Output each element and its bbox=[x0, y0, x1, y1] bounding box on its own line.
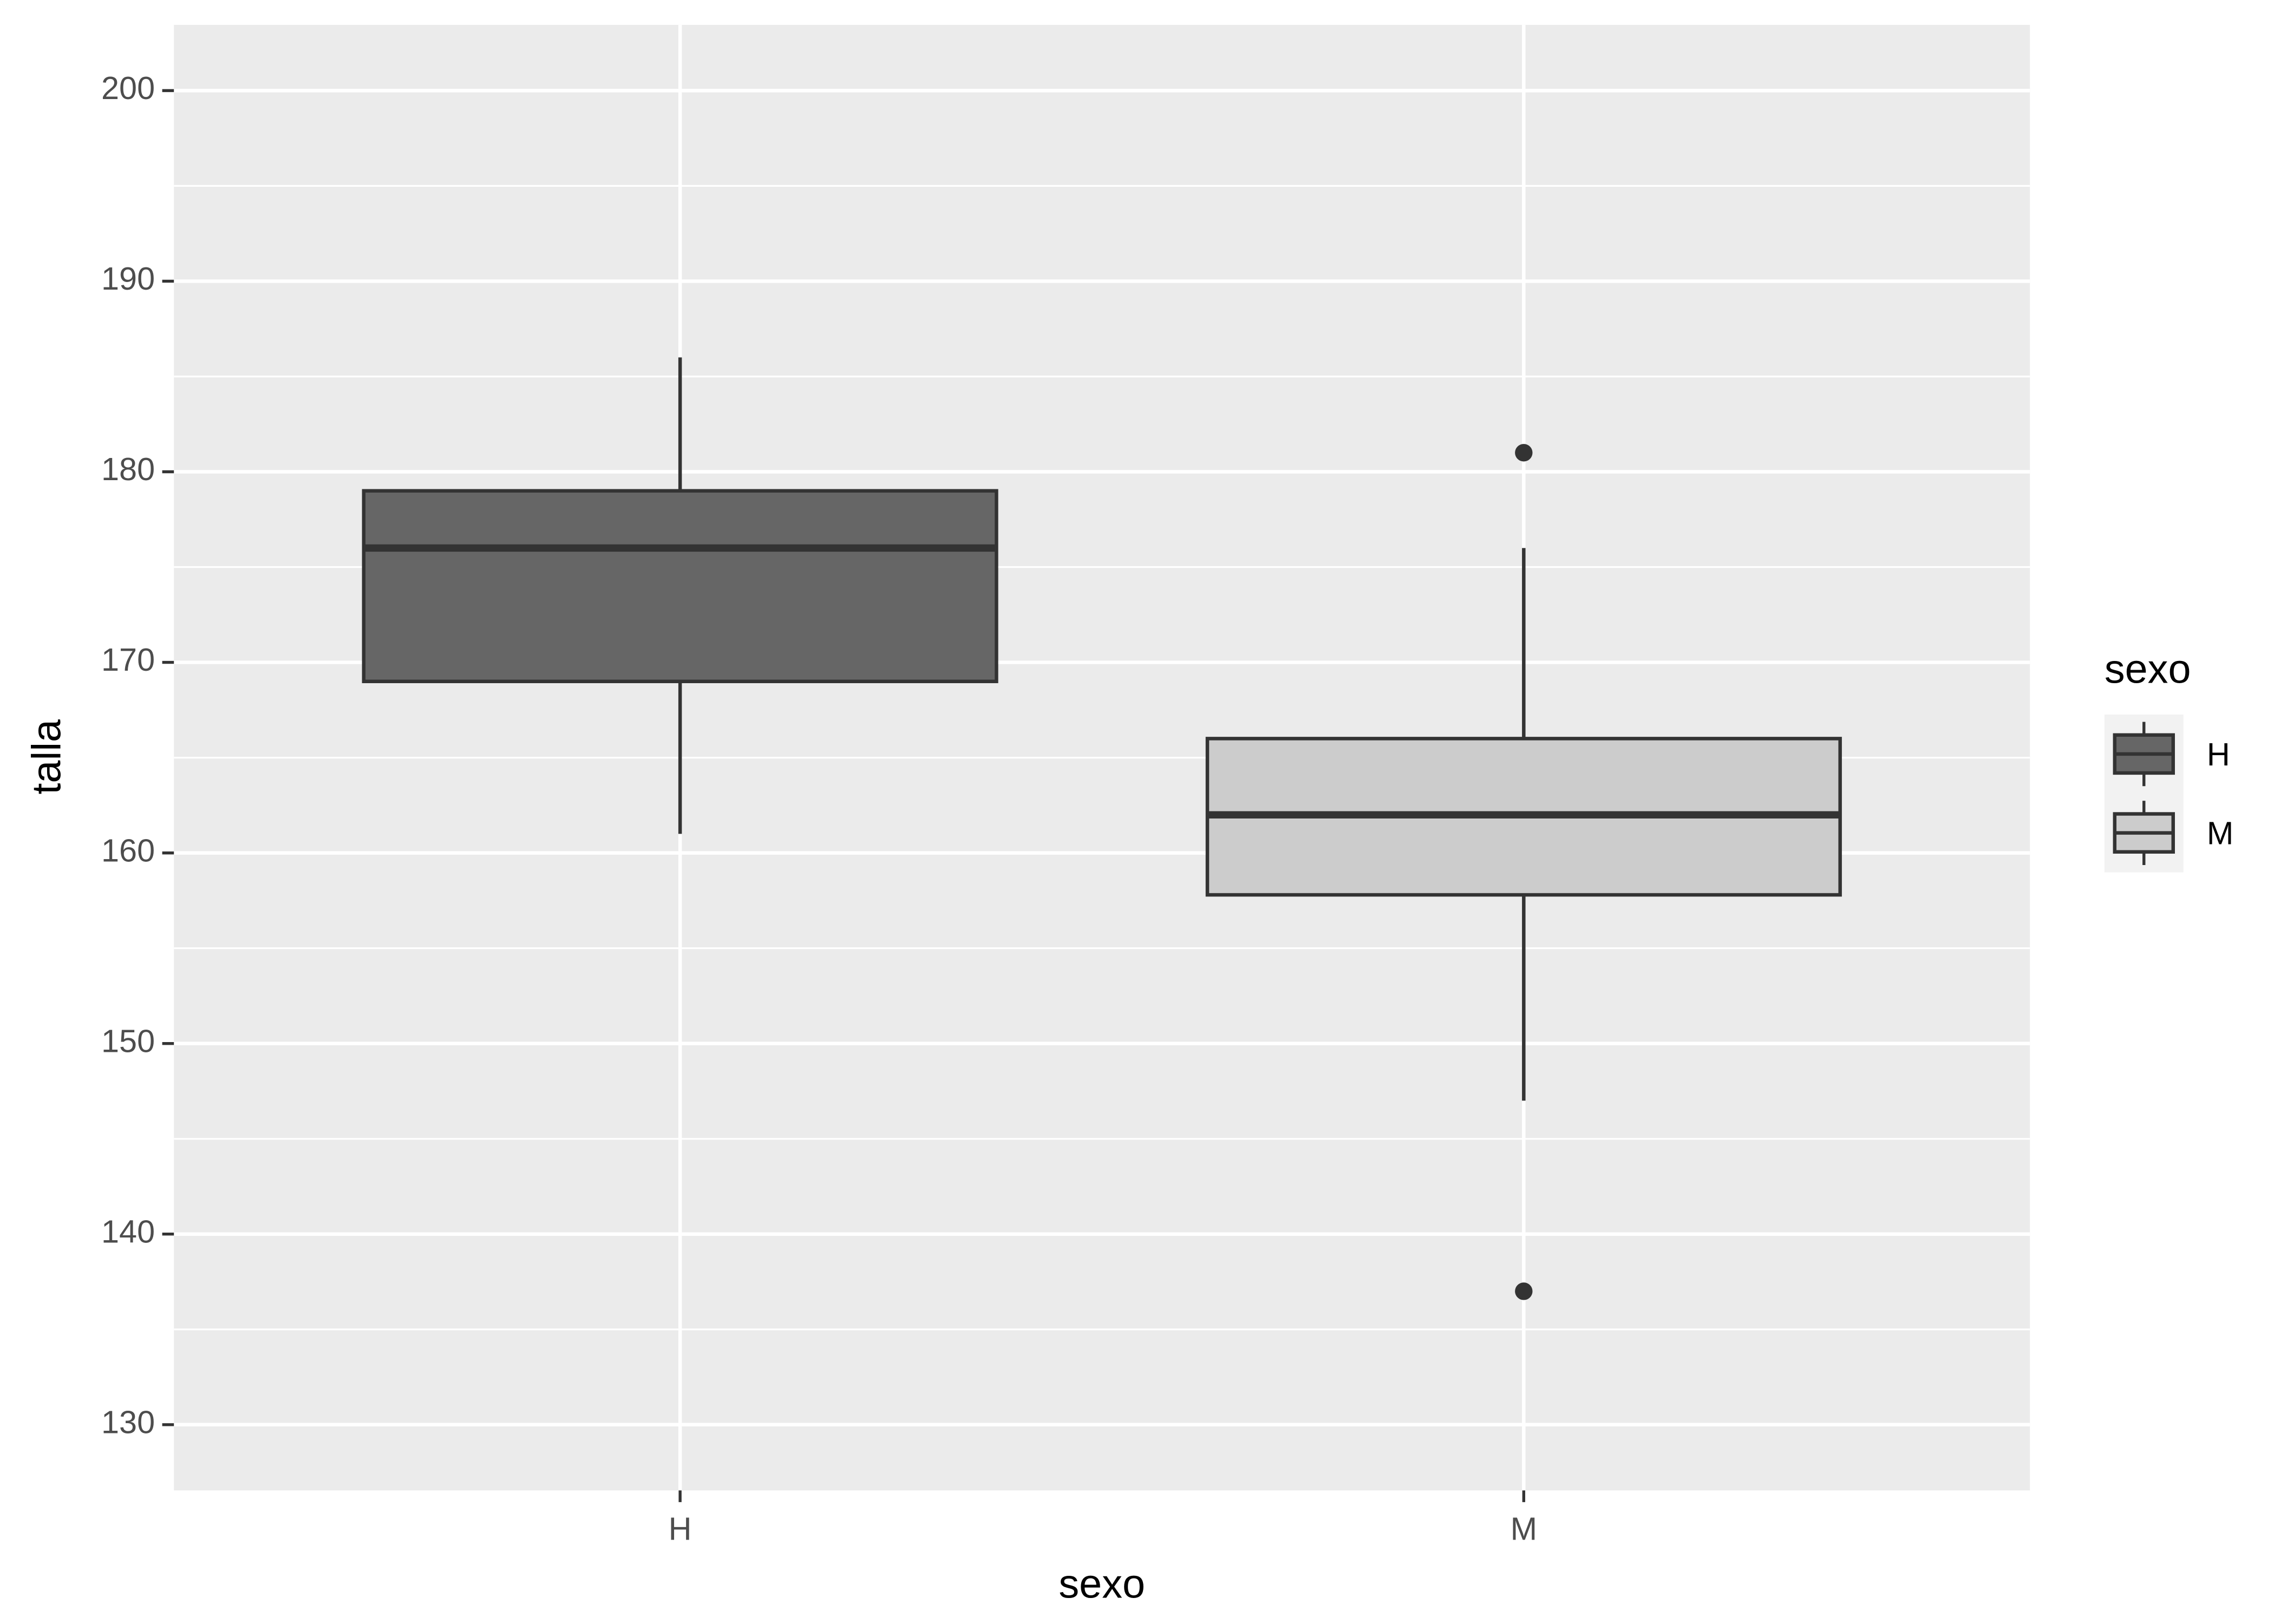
y-tick-label: 190 bbox=[101, 260, 155, 297]
x-tick-label: M bbox=[1511, 1511, 1537, 1547]
y-tick-label: 130 bbox=[101, 1404, 155, 1440]
outlier bbox=[1515, 1282, 1533, 1300]
y-tick-label: 150 bbox=[101, 1023, 155, 1059]
y-tick-label: 170 bbox=[101, 641, 155, 678]
outlier bbox=[1515, 444, 1533, 462]
legend-label: M bbox=[2207, 815, 2233, 852]
y-tick-label: 140 bbox=[101, 1213, 155, 1249]
legend-title: sexo bbox=[2105, 647, 2191, 692]
x-axis-title: sexo bbox=[1058, 1561, 1145, 1607]
x-tick-label: H bbox=[669, 1511, 692, 1547]
legend-label: H bbox=[2207, 736, 2230, 772]
y-tick-label: 200 bbox=[101, 70, 155, 106]
y-tick-label: 180 bbox=[101, 451, 155, 487]
y-tick-label: 160 bbox=[101, 832, 155, 868]
box bbox=[362, 489, 998, 684]
y-axis-title: talla bbox=[24, 719, 70, 795]
